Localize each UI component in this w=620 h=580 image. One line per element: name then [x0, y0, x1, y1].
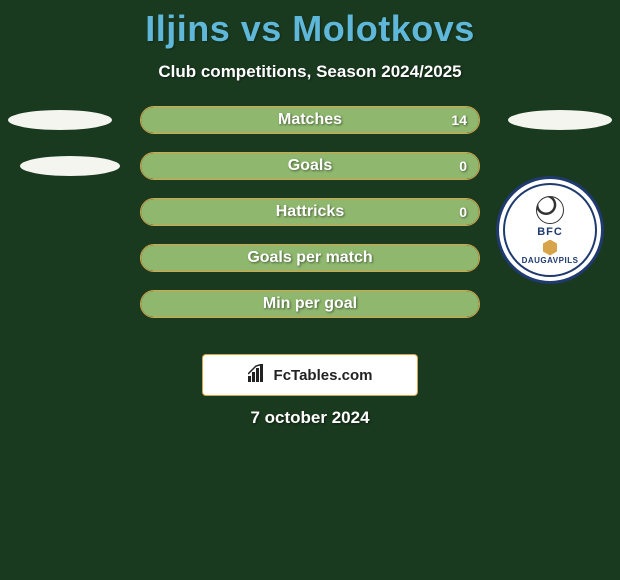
footer-date: 7 october 2024	[0, 408, 620, 428]
stat-value-right: 0	[459, 204, 467, 220]
club-text-top: BFC	[537, 226, 563, 238]
stat-row: Goals 0	[0, 152, 620, 180]
stat-bar: Goals 0	[140, 152, 480, 180]
left-oval	[20, 156, 120, 176]
stat-row: Min per goal	[0, 290, 620, 318]
stat-value-right: 14	[451, 112, 467, 128]
main-container: Iljins vs Molotkovs Club competitions, S…	[0, 0, 620, 580]
stat-bar: Min per goal	[140, 290, 480, 318]
stat-row: Matches 14	[0, 106, 620, 134]
stat-bar: Goals per match	[140, 244, 480, 272]
branding-text: FcTables.com	[274, 367, 373, 384]
stat-label: Goals	[288, 157, 332, 175]
stat-label: Hattricks	[276, 203, 344, 221]
stat-label: Matches	[278, 111, 342, 129]
club-text-bottom: DAUGAVPILS	[522, 256, 579, 265]
stat-label: Min per goal	[263, 295, 357, 313]
stat-bar: Hattricks 0	[140, 198, 480, 226]
club-badge: BFC DAUGAVPILS	[496, 176, 604, 284]
page-title: Iljins vs Molotkovs	[0, 0, 620, 50]
branding-box: FcTables.com	[202, 354, 418, 396]
crest-icon	[543, 240, 557, 256]
right-oval	[508, 110, 612, 130]
chart-icon	[248, 364, 268, 387]
stat-bar: Matches 14	[140, 106, 480, 134]
page-subtitle: Club competitions, Season 2024/2025	[0, 62, 620, 82]
club-badge-inner: BFC DAUGAVPILS	[503, 183, 597, 277]
stat-value-right: 0	[459, 158, 467, 174]
ball-icon	[536, 196, 564, 224]
left-oval	[8, 110, 112, 130]
stat-label: Goals per match	[247, 249, 372, 267]
